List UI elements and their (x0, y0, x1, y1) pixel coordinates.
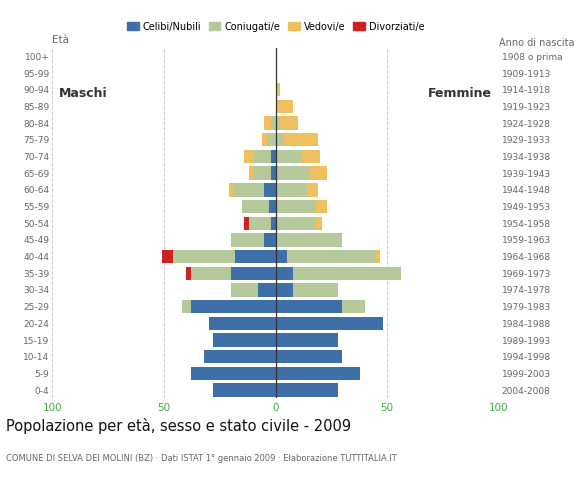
Bar (276, 150, 302, 163)
Bar (191, 367, 276, 380)
Text: Età: Età (52, 35, 69, 45)
Bar (162, 250, 173, 263)
Bar (191, 300, 276, 313)
Bar (209, 317, 276, 330)
Text: COMUNE DI SELVA DEI MOLINI (BZ) · Dati ISTAT 1° gennaio 2009 · Elaborazione TUTT: COMUNE DI SELVA DEI MOLINI (BZ) · Dati I… (6, 454, 397, 463)
Bar (231, 283, 258, 297)
Bar (342, 300, 365, 313)
Bar (276, 167, 309, 180)
Bar (307, 183, 318, 196)
Text: Maschi: Maschi (59, 86, 107, 99)
Bar (276, 133, 284, 146)
Bar (213, 333, 276, 347)
Bar (269, 200, 276, 213)
Bar (276, 200, 316, 213)
Bar (182, 300, 191, 313)
Bar (231, 233, 264, 247)
Bar (258, 283, 275, 297)
Bar (287, 250, 376, 263)
Bar (276, 384, 338, 397)
Bar (276, 266, 293, 280)
Legend: Celibi/Nubili, Coniugati/e, Vedovi/e, Divorziati/e: Celibi/Nubili, Coniugati/e, Vedovi/e, Di… (123, 18, 428, 36)
Bar (249, 216, 271, 230)
Bar (264, 233, 276, 247)
Bar (276, 233, 342, 247)
Bar (276, 216, 316, 230)
Bar (262, 133, 267, 146)
Bar (253, 167, 271, 180)
Bar (186, 266, 191, 280)
Bar (316, 200, 327, 213)
Bar (249, 167, 253, 180)
Text: Femmine: Femmine (428, 86, 492, 99)
Bar (264, 183, 276, 196)
Bar (276, 317, 383, 330)
Bar (267, 133, 276, 146)
Bar (276, 117, 280, 130)
Bar (280, 117, 298, 130)
Bar (302, 150, 320, 163)
Bar (284, 133, 318, 146)
Bar (213, 384, 276, 397)
Bar (276, 350, 342, 363)
Bar (191, 266, 231, 280)
Bar (293, 266, 401, 280)
Bar (276, 367, 360, 380)
Bar (276, 250, 287, 263)
Bar (293, 283, 338, 297)
Bar (271, 150, 276, 163)
Bar (271, 117, 276, 130)
Bar (316, 216, 322, 230)
Bar (264, 117, 271, 130)
Bar (276, 100, 293, 113)
Bar (276, 300, 342, 313)
Text: Popolazione per età, sesso e stato civile - 2009: Popolazione per età, sesso e stato civil… (6, 418, 351, 433)
Bar (309, 167, 327, 180)
Bar (204, 350, 276, 363)
Bar (376, 250, 380, 263)
Bar (231, 266, 276, 280)
Bar (233, 183, 264, 196)
Bar (271, 216, 276, 230)
Bar (244, 150, 253, 163)
Bar (271, 167, 276, 180)
Bar (253, 150, 271, 163)
Text: Anno di nascita: Anno di nascita (499, 38, 574, 48)
Bar (229, 183, 233, 196)
Bar (244, 216, 249, 230)
Bar (276, 283, 293, 297)
Bar (173, 250, 235, 263)
Bar (235, 250, 276, 263)
Bar (276, 183, 307, 196)
Bar (276, 333, 338, 347)
Bar (242, 200, 269, 213)
Bar (276, 83, 280, 96)
